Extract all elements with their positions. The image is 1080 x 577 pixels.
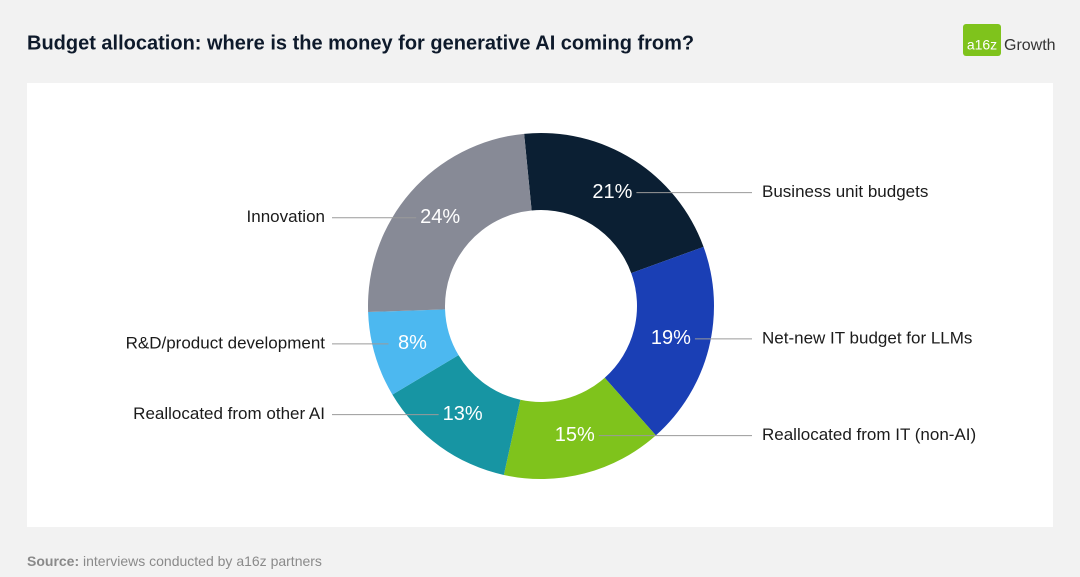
value-label: 19% — [651, 327, 691, 349]
category-label: Innovation — [247, 207, 325, 226]
value-label: 21% — [592, 181, 632, 203]
source: Source: interviews conducted by a16z par… — [27, 553, 322, 569]
source-label: Source: — [27, 553, 79, 569]
logo-mark: a16z — [967, 37, 997, 53]
category-label: Reallocated from other AI — [133, 404, 325, 423]
value-label: 13% — [443, 403, 483, 425]
donut-slice — [368, 309, 459, 395]
donut-slice — [604, 246, 714, 436]
value-label: 8% — [398, 332, 427, 354]
donut-slice — [368, 133, 532, 313]
chart-title: Budget allocation: where is the money fo… — [27, 32, 694, 54]
category-label: Net-new IT budget for LLMs — [762, 328, 972, 347]
category-label: R&D/product development — [126, 333, 326, 352]
donut-slice — [524, 133, 704, 274]
source-text: interviews conducted by a16z partners — [83, 553, 322, 569]
logo-text: Growth — [1004, 37, 1056, 54]
donut-slice — [392, 355, 521, 475]
category-label: Business unit budgets — [762, 182, 928, 201]
logo-box — [963, 24, 1001, 56]
value-label: 15% — [555, 424, 595, 446]
value-label: 24% — [420, 206, 460, 228]
category-label: Reallocated from IT (non-AI) — [762, 425, 976, 444]
donut-slice — [503, 377, 656, 479]
